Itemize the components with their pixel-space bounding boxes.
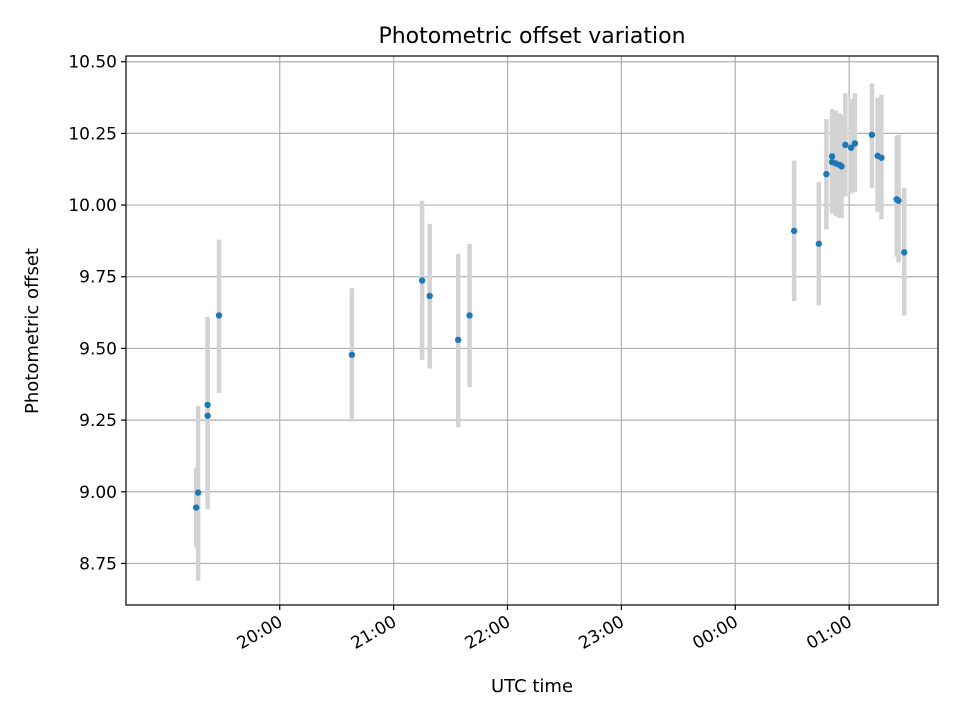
data-point [895,197,902,204]
data-point [838,163,845,170]
data-point [823,170,830,178]
y-tick-label: 9.75 [79,268,117,288]
y-tick-label: 9.50 [79,339,117,359]
data-point [851,140,859,147]
data-point [828,153,836,160]
y-axis-label: Photometric offset [22,248,43,414]
data-point [348,351,356,358]
data-points [193,131,908,511]
data-point [204,401,211,409]
plot-frame [125,55,939,606]
y-tick-label: 10.50 [68,53,117,73]
y-tick-label: 10.25 [68,124,117,144]
data-point [193,504,200,511]
data-point [901,249,908,256]
data-point [454,336,462,344]
data-point [842,141,849,149]
data-point [868,131,876,139]
chart-title: Photometric offset variation [378,24,685,49]
y-tick-label: 9.25 [79,411,117,431]
data-point [815,240,823,247]
y-tick-label: 10.00 [68,196,117,216]
data-point [466,312,473,319]
y-tick-label: 9.00 [79,483,117,503]
data-point [215,312,223,319]
data-point [878,154,885,161]
data-point [847,144,855,151]
x-axis-label: UTC time [491,676,573,697]
data-point [418,277,426,284]
y-tick-label: 8.75 [79,554,117,574]
y-axis-ticks: 8.75 9.00 9.25 9.50 9.75 10.00 10.25 10.50 [68,53,126,574]
data-point [426,292,433,300]
data-point [204,412,211,419]
data-point [790,227,798,235]
data-point [194,489,202,496]
